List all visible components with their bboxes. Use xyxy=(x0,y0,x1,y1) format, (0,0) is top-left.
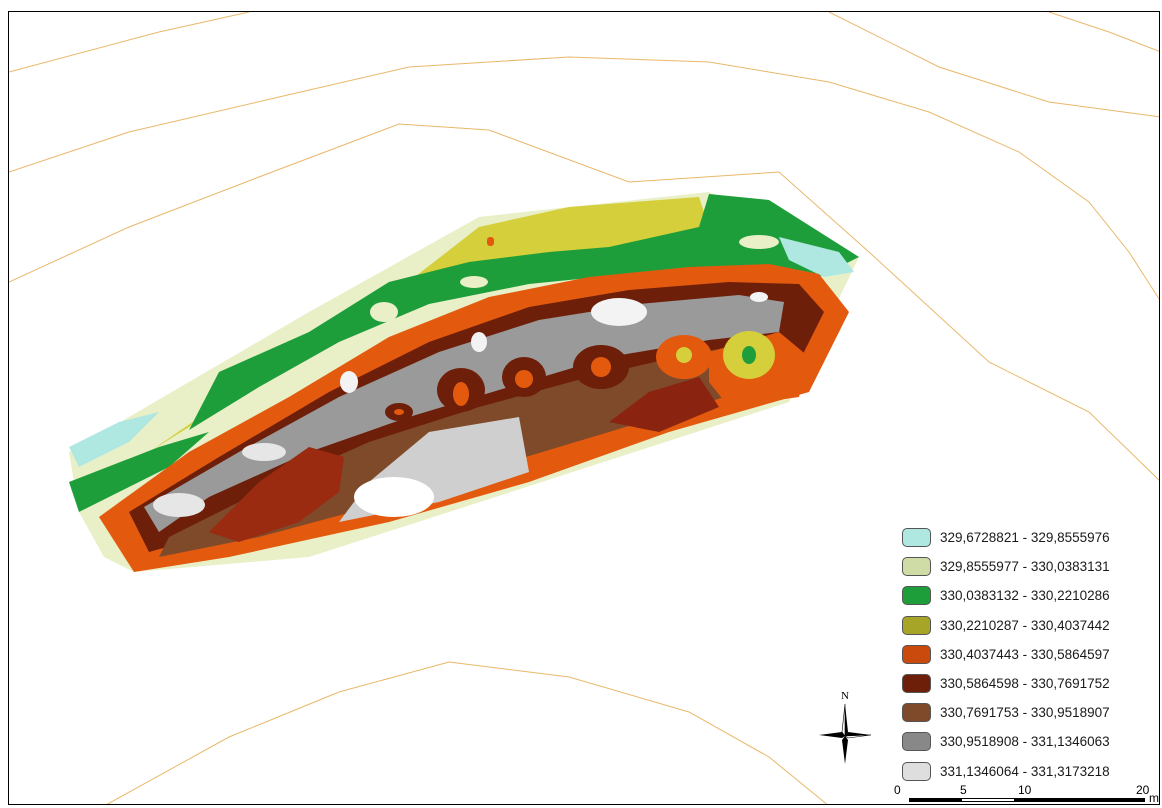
legend-label: 329,8555977 - 330,0383131 xyxy=(940,559,1110,575)
legend-label: 330,9518908 - 331,1346063 xyxy=(940,734,1110,750)
legend-item: 329,6728821 - 329,8555976 xyxy=(902,523,1152,552)
scale-tick-label: 0 xyxy=(894,783,901,797)
legend-swatch xyxy=(902,761,931,781)
legend-swatch xyxy=(902,703,931,723)
contour-line xyxy=(1048,12,1159,52)
north-label: N xyxy=(841,690,849,702)
legend-item: 331,1346064 - 331,3173218 xyxy=(902,757,1152,786)
zone-white-spot xyxy=(471,332,487,352)
zone-green xyxy=(189,194,859,430)
zone-lightgreen-spot xyxy=(739,235,779,249)
legend-item: 329,8555977 - 330,0383131 xyxy=(902,552,1152,581)
legend-swatch xyxy=(902,674,931,694)
compass-icon: N xyxy=(819,690,872,764)
small-orange-dot xyxy=(487,237,494,246)
zone-grey xyxy=(144,295,784,532)
legend: 329,6728821 - 329,8555976 329,8555977 - … xyxy=(902,523,1152,786)
legend-item: 330,0383132 - 330,2210286 xyxy=(902,581,1152,610)
zone-cyan xyxy=(69,412,159,467)
legend-label: 330,5864598 - 330,7691752 xyxy=(940,676,1110,692)
zone-green-lower xyxy=(69,432,209,512)
zone-white-spot xyxy=(340,371,358,393)
depression-core xyxy=(515,370,533,388)
contour-line xyxy=(9,56,1159,300)
legend-item: 330,2210287 - 330,4037442 xyxy=(902,611,1152,640)
legend-label: 330,4037443 - 330,5864597 xyxy=(940,646,1110,662)
zone-white-spot xyxy=(153,493,205,517)
legend-swatch xyxy=(902,557,931,577)
zone-lightgreen-spot xyxy=(460,276,488,288)
zone-white-spot xyxy=(591,298,647,326)
scale-tick-label: 5 xyxy=(960,783,967,797)
legend-label: 330,2210287 - 330,4037442 xyxy=(940,617,1110,633)
legend-swatch xyxy=(902,615,931,635)
depression-core xyxy=(453,382,469,406)
depressions xyxy=(385,331,775,421)
legend-swatch xyxy=(902,644,931,664)
legend-item: 330,4037443 - 330,5864597 xyxy=(902,640,1152,669)
scale-bar: 0 5 10 20 m xyxy=(889,783,1159,805)
scale-bar-segments xyxy=(909,798,1145,802)
contour-line xyxy=(106,661,828,804)
contour-line xyxy=(828,12,1159,118)
legend-item: 330,9518908 - 331,1346063 xyxy=(902,727,1152,756)
depression-core xyxy=(394,409,404,415)
scale-tick-label: 20 xyxy=(1136,783,1150,797)
elevation-map[interactable] xyxy=(9,12,1160,805)
legend-item: 330,7691753 - 330,9518907 xyxy=(902,698,1152,727)
scale-unit-label: m xyxy=(1149,791,1159,805)
contour-lines xyxy=(9,12,1159,804)
zone-white-spot xyxy=(242,443,286,461)
zone-white-blob xyxy=(354,477,434,517)
legend-swatch xyxy=(902,732,931,752)
zone-white-spot xyxy=(750,292,768,302)
map-frame: 329,6728821 - 329,8555976 329,8555977 - … xyxy=(8,11,1160,805)
legend-label: 329,6728821 - 329,8555976 xyxy=(940,530,1110,546)
scale-tick-label: 10 xyxy=(1018,783,1032,797)
legend-label: 330,0383132 - 330,2210286 xyxy=(940,588,1110,604)
depression-core xyxy=(591,357,611,377)
depression-core xyxy=(742,346,756,364)
zone-darkred-blob-left xyxy=(209,447,344,542)
contour-line xyxy=(9,12,250,73)
zone-darkred-center xyxy=(609,377,719,432)
legend-label: 330,7691753 - 330,9518907 xyxy=(940,705,1110,721)
legend-swatch xyxy=(902,528,931,548)
zone-yellow xyxy=(149,197,709,452)
north-arrow: N xyxy=(815,688,875,766)
legend-swatch xyxy=(902,586,931,606)
zone-lightgreen-spot xyxy=(370,302,398,322)
legend-item: 330,5864598 - 330,7691752 xyxy=(902,669,1152,698)
contour-line xyxy=(9,123,1159,481)
depression-core xyxy=(676,347,692,363)
zone-cyan-right xyxy=(779,237,854,277)
legend-label: 331,1346064 - 331,3173218 xyxy=(940,763,1110,779)
elevation-surface xyxy=(69,192,859,572)
